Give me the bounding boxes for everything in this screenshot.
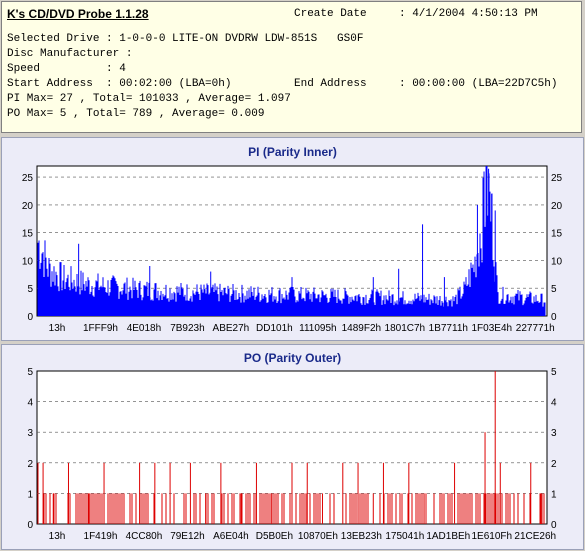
pi-x-tick-label: 7B923h [170, 323, 204, 334]
end-address-value: : 00:00:00 (LBA=22D7C5h) [399, 78, 558, 90]
pi-x-tick-label: 1489F2h [342, 323, 381, 334]
pi-y-tick-label: 0 [27, 312, 33, 323]
pi-x-tick-label: DD101h [256, 323, 293, 334]
po-chart-title: PO (Parity Outer) [243, 351, 342, 365]
create-date-label: Create Date [294, 8, 367, 20]
po-x-tick-label: 10870Eh [298, 531, 338, 542]
po-y-tick-label-right: 0 [551, 520, 557, 531]
pi-x-tick-label: 111095h [299, 323, 336, 334]
pi-y-tick-label: 20 [22, 201, 34, 212]
disc-manufacturer-line: Disc Manufacturer : [7, 48, 133, 60]
po-x-tick-label: D5B0Eh [256, 531, 293, 542]
pi-y-tick-label-right: 20 [551, 201, 563, 212]
pi-chart: 0 0 5 5 10 10 15 15 20 20 25 25 13h 1FFF9h 4E018h 7B923… [22, 165, 563, 334]
po-x-tick-label: 79E12h [170, 531, 204, 542]
pi-x-tick-label: 1FFF9h [83, 323, 118, 334]
pi-x-tick-label: 227771h [516, 323, 555, 334]
pi-x-tick-label: ABE27h [213, 323, 250, 334]
app-title: K's CD/DVD Probe 1.1.28 [7, 7, 149, 21]
pi-x-tick-label: 13h [49, 323, 66, 334]
pi-y-tick-label: 25 [22, 173, 34, 184]
selected-drive-line: Selected Drive : 1-0-0-0 LITE-ON DVDRW L… [7, 33, 364, 45]
po-y-tick-label-right: 2 [551, 459, 557, 470]
pi-y-tick-label: 5 [27, 284, 33, 295]
po-x-tick-label: 1E610Fh [471, 531, 512, 542]
pi-y-tick-label-right: 25 [551, 173, 563, 184]
po-y-tick-label: 5 [27, 367, 33, 378]
pi-chart-panel: PI (Parity Inner) 0 0 5 5 10 10 15 15 20 20 25 25 13… [1, 137, 584, 341]
po-chart-panel: PO (Parity Outer) 0 0 1 1 2 2 3 3 4 4 5 5 13h 1F419h 4… [1, 344, 584, 550]
pi-y-tick-label-right: 0 [551, 312, 557, 323]
pi-x-tick-label: 1B7711h [429, 323, 468, 334]
info-panel: K's CD/DVD Probe 1.1.28 Create Date : 4/… [1, 1, 582, 133]
po-y-tick-label: 0 [27, 520, 33, 531]
po-x-tick-label: 1F419h [84, 531, 118, 542]
speed-line: Speed : 4 [7, 63, 126, 75]
po-x-tick-label: 21CE26h [514, 531, 556, 542]
po-x-tick-label: A6E04h [213, 531, 249, 542]
pi-summary-line: PI Max= 27 , Total= 101033 , Average= 1.… [7, 93, 291, 105]
po-y-tick-label: 1 [27, 489, 33, 500]
po-y-tick-label: 2 [27, 459, 33, 470]
po-y-tick-label-right: 1 [551, 489, 557, 500]
start-address-line: Start Address : 00:02:00 (LBA=0h) [7, 78, 232, 90]
po-y-tick-label-right: 4 [551, 398, 557, 409]
po-x-tick-label: 1AD1BEh [426, 531, 470, 542]
pi-x-tick-label: 1801C7h [385, 323, 426, 334]
pi-y-tick-label-right: 10 [551, 256, 563, 267]
pi-x-tick-label: 4E018h [127, 323, 161, 334]
po-x-tick-label: 13EB23h [341, 531, 382, 542]
po-chart: 0 0 1 1 2 2 3 3 4 4 5 5 13h 1F419h 4CC80h 79E12h A6E04h D… [27, 367, 557, 542]
po-y-tick-label: 4 [27, 398, 33, 409]
end-address-label: End Address [294, 78, 367, 90]
create-date-value: : 4/1/2004 4:50:13 PM [399, 8, 538, 20]
pi-y-tick-label: 10 [22, 256, 34, 267]
pi-chart-title: PI (Parity Inner) [248, 145, 337, 159]
po-x-tick-label: 175041h [385, 531, 424, 542]
po-y-tick-label-right: 5 [551, 367, 557, 378]
pi-x-tick-label: 1F03E4h [471, 323, 512, 334]
po-summary-line: PO Max= 5 , Total= 789 , Average= 0.009 [7, 108, 265, 120]
po-y-tick-label-right: 3 [551, 428, 557, 439]
po-x-tick-label: 13h [49, 531, 66, 542]
po-x-tick-label: 4CC80h [126, 531, 163, 542]
pi-y-tick-label-right: 15 [551, 229, 563, 240]
po-y-tick-label: 3 [27, 428, 33, 439]
pi-y-tick-label-right: 5 [551, 284, 557, 295]
pi-y-tick-label: 15 [22, 229, 34, 240]
